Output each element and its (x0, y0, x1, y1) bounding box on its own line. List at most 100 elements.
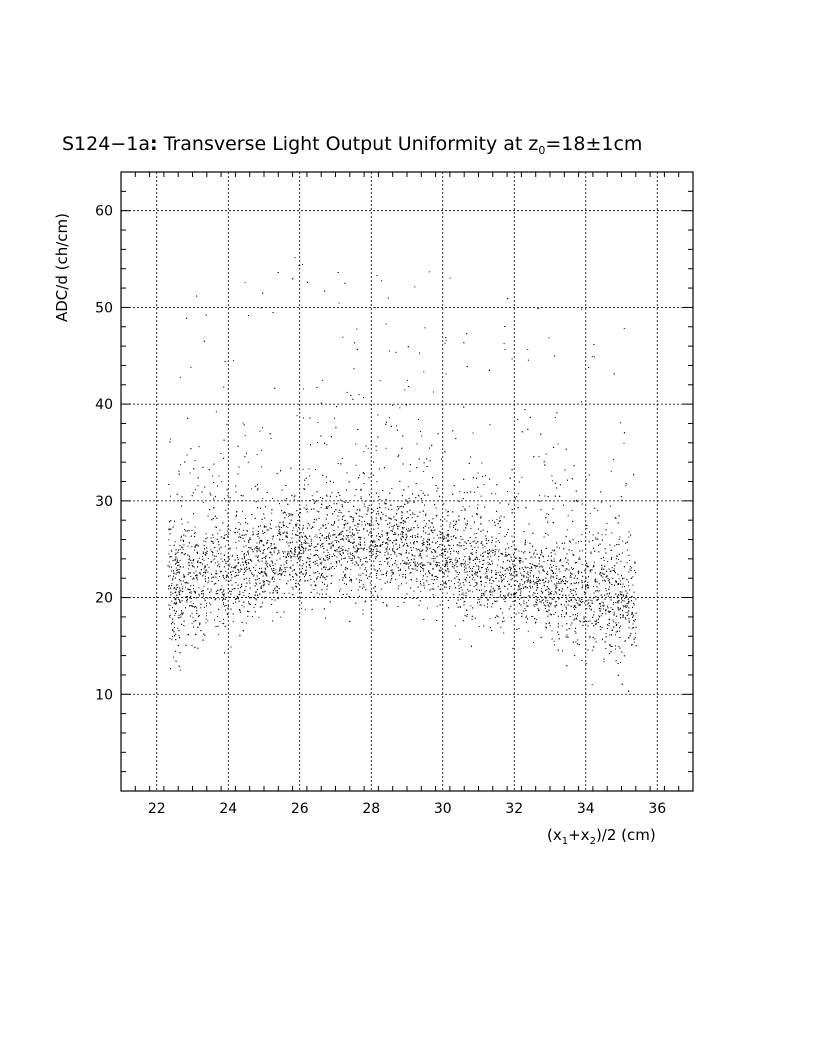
data-point (229, 548, 231, 550)
data-point (191, 562, 193, 564)
data-point (629, 559, 631, 561)
data-point (176, 597, 177, 599)
data-point (615, 660, 617, 662)
data-point (431, 588, 433, 590)
data-point (514, 570, 516, 572)
data-point (415, 548, 417, 550)
data-point (281, 572, 283, 574)
data-point (303, 507, 305, 509)
data-point (325, 528, 327, 529)
data-point (444, 518, 446, 520)
data-point (273, 569, 275, 571)
data-point (536, 587, 538, 589)
data-point (585, 479, 587, 480)
data-point (481, 462, 483, 464)
data-point (504, 595, 506, 597)
data-point (498, 580, 500, 582)
data-point (439, 544, 441, 546)
data-point (475, 572, 477, 574)
data-point (397, 570, 399, 572)
data-points (167, 257, 637, 692)
data-point (212, 475, 214, 477)
data-point (205, 533, 207, 535)
data-point (407, 530, 409, 532)
data-point (359, 567, 361, 569)
data-point (300, 512, 301, 514)
data-point (436, 605, 438, 607)
data-point (511, 578, 513, 580)
data-point (322, 593, 323, 595)
data-point (286, 583, 287, 585)
data-point (222, 597, 224, 599)
data-point (378, 503, 380, 505)
data-point (507, 595, 509, 597)
data-point (248, 567, 250, 569)
data-point (254, 598, 256, 599)
data-point (474, 573, 476, 575)
data-point (634, 561, 636, 563)
data-point (353, 368, 355, 369)
data-point (355, 512, 357, 514)
data-point (287, 551, 289, 553)
data-point (190, 535, 192, 537)
data-point (390, 579, 392, 581)
data-point (321, 573, 323, 575)
data-point (261, 567, 263, 569)
data-point (169, 637, 171, 639)
data-point (368, 546, 370, 548)
data-point (479, 598, 481, 600)
data-point (587, 581, 589, 583)
data-point (612, 603, 614, 605)
data-point (492, 519, 493, 521)
data-point (448, 540, 450, 542)
data-point (377, 595, 379, 597)
data-point (570, 573, 572, 575)
data-point (609, 644, 611, 646)
data-point (264, 562, 266, 564)
data-point (438, 562, 440, 564)
data-point (275, 572, 277, 574)
data-point (375, 599, 377, 601)
data-point (313, 572, 315, 574)
data-point (560, 581, 562, 582)
data-point (378, 523, 380, 525)
data-point (347, 522, 349, 524)
data-point (590, 599, 592, 601)
data-point (593, 561, 595, 563)
data-point (609, 571, 611, 573)
data-point (531, 556, 533, 558)
data-point (306, 557, 308, 558)
data-point (447, 575, 449, 577)
data-point (571, 509, 573, 511)
data-point (182, 547, 184, 549)
data-point (471, 574, 473, 576)
data-point (548, 623, 550, 624)
data-point (223, 498, 225, 500)
data-point (594, 638, 596, 640)
data-point (413, 590, 415, 592)
data-point (464, 509, 466, 511)
data-point (315, 584, 317, 586)
data-point (219, 589, 221, 591)
data-point (212, 541, 214, 543)
data-point (568, 563, 569, 565)
data-point (573, 607, 575, 608)
data-point (370, 591, 372, 592)
data-point (259, 573, 261, 574)
data-point (228, 501, 230, 503)
data-point (422, 544, 424, 546)
data-point (396, 555, 398, 557)
data-point (248, 562, 249, 564)
data-point (338, 546, 340, 548)
data-point (345, 523, 347, 525)
data-point (495, 601, 497, 603)
data-point (330, 563, 332, 565)
data-point (491, 606, 493, 608)
data-point (179, 617, 181, 619)
data-point (203, 572, 204, 573)
data-point (594, 507, 596, 509)
data-point (334, 568, 335, 570)
data-point (572, 568, 574, 570)
data-point (288, 553, 290, 555)
data-point (528, 595, 530, 597)
